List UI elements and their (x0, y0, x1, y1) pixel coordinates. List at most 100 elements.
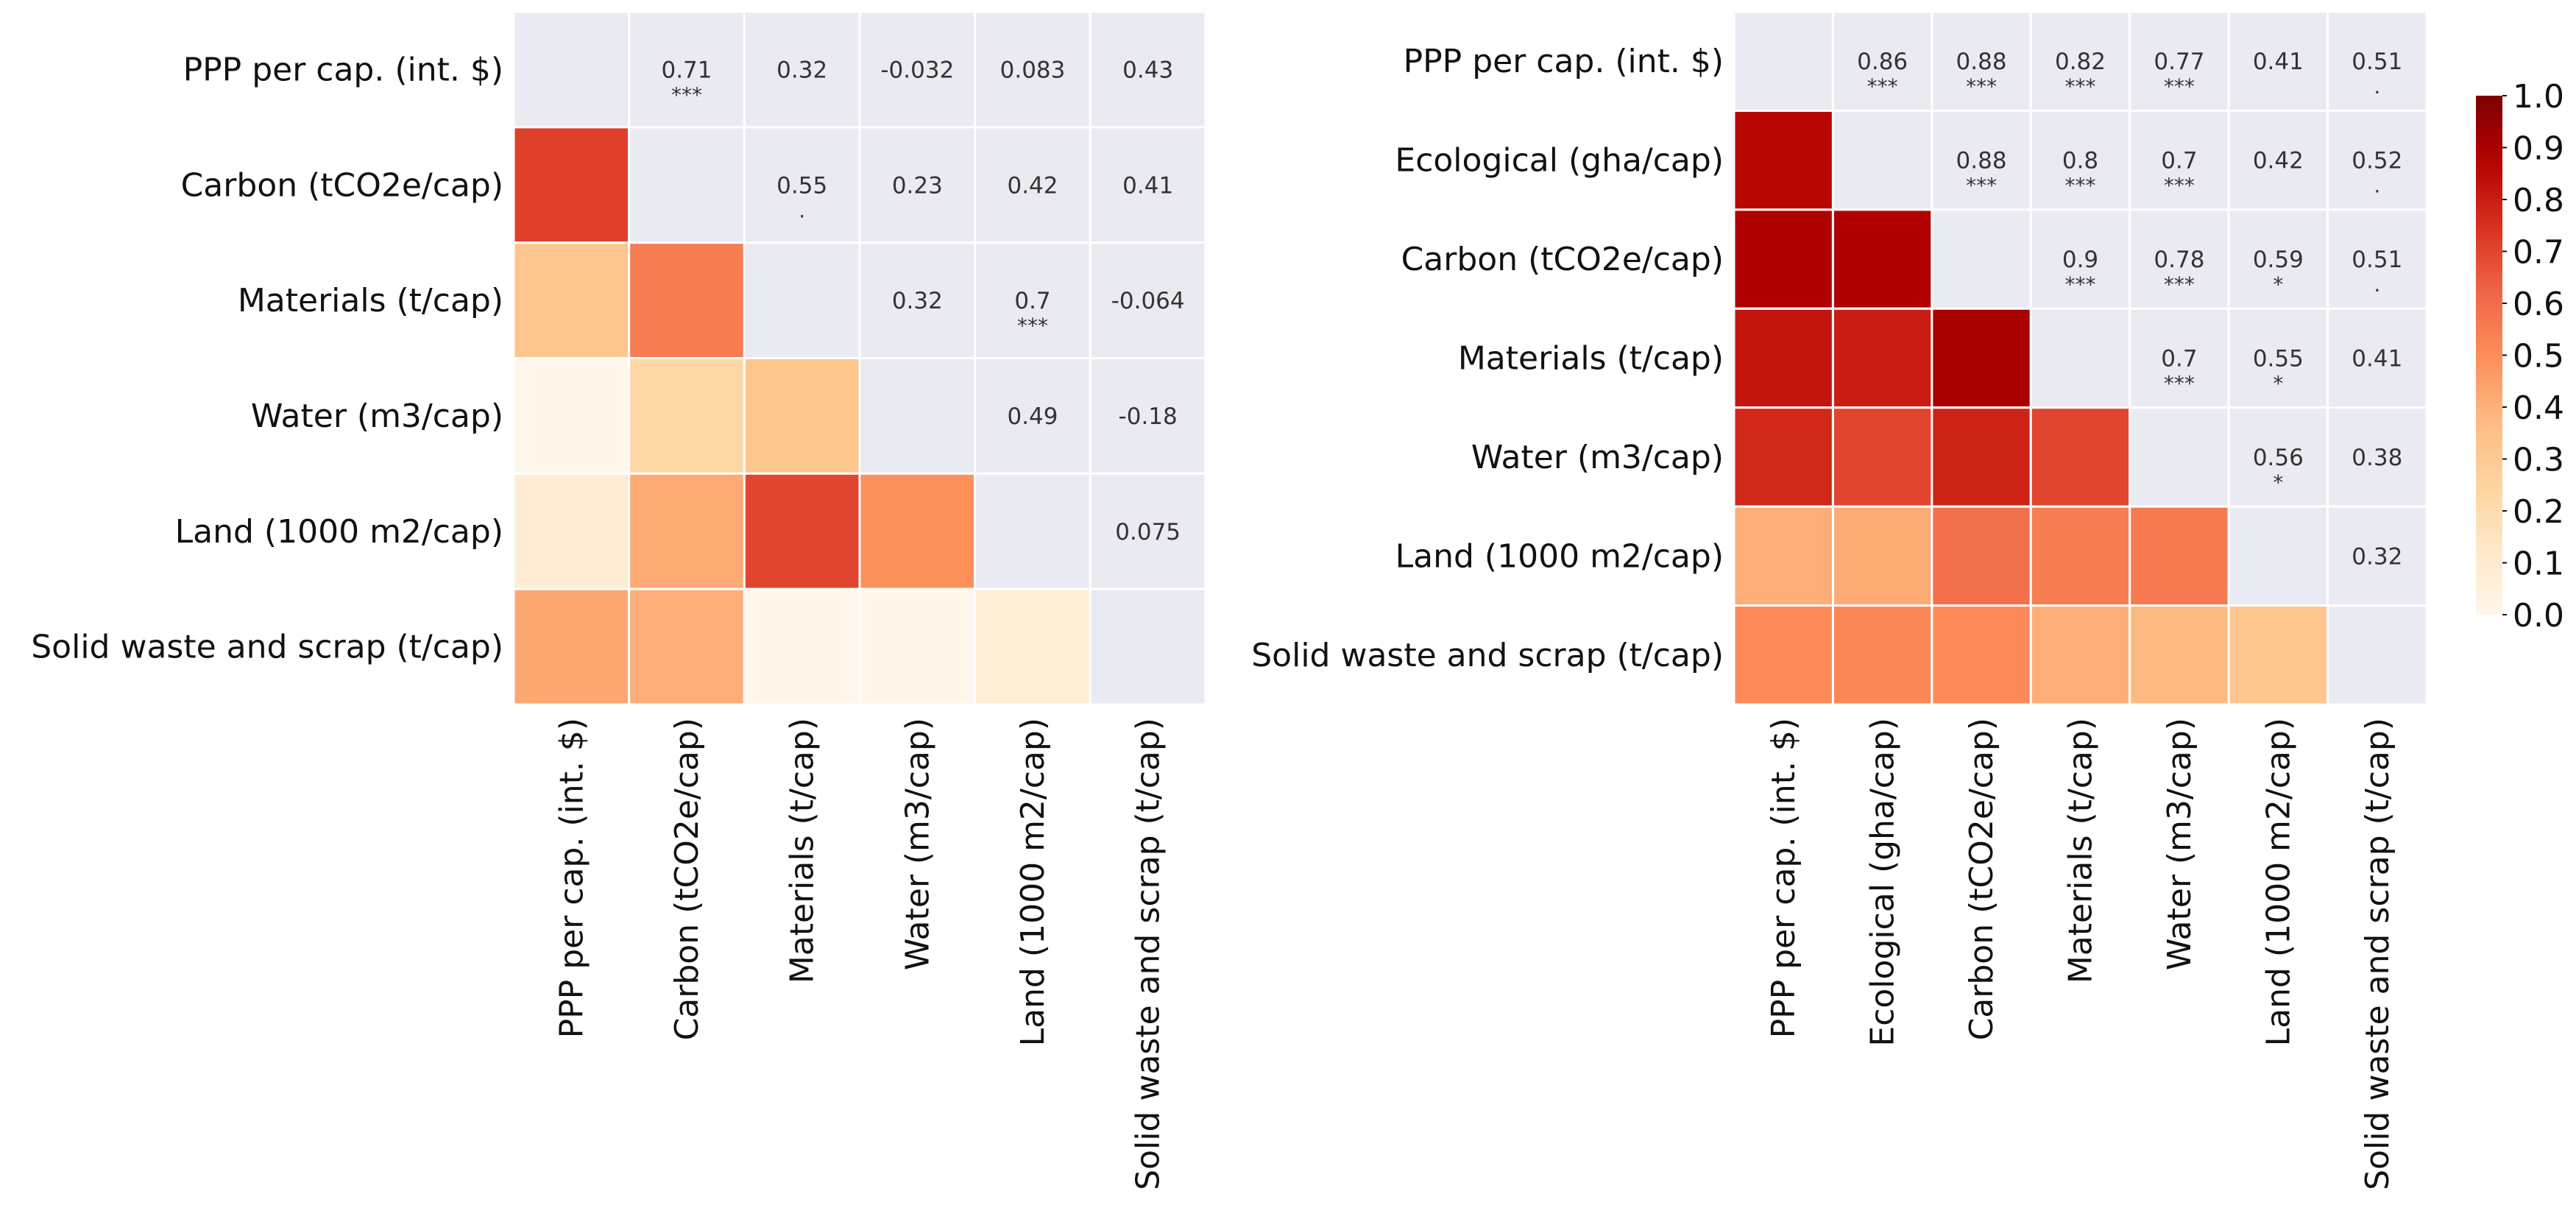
heatmap-cell (858, 472, 977, 590)
heatmap-cell (1831, 109, 1933, 211)
significance-marker: *** (2065, 272, 2096, 297)
heatmap-cell (2326, 109, 2428, 211)
heatmap-cell (1089, 357, 1207, 475)
heatmap-cell (743, 472, 861, 590)
colorbar-tick-label: 0.1 (2513, 545, 2564, 583)
cell-value-label: 0.51 (2352, 247, 2402, 273)
heatmap-cell (1733, 109, 1834, 211)
heatmap-cell (743, 241, 861, 359)
significance-marker: *** (1966, 74, 1997, 99)
significance-marker: * (2273, 372, 2283, 396)
heatmap-cell (2029, 505, 2131, 607)
heatmap-cell (628, 472, 746, 590)
colorbar-tick-label: 0.4 (2513, 389, 2564, 427)
cell-value-label: 0.49 (1007, 403, 1058, 430)
significance-marker: . (799, 198, 805, 222)
heatmap-cell (628, 357, 746, 475)
heatmap-cell (1831, 10, 1933, 112)
heatmap-cell (1831, 505, 1933, 607)
cell-value-label: 0.8 (2062, 148, 2098, 174)
heatmap-cell (512, 472, 631, 590)
colorbar-tick-label: 0.3 (2513, 442, 2564, 479)
x-tick-label: Solid waste and scrap (t/cap) (2359, 718, 2396, 1190)
y-tick-label: Water (m3/cap) (1471, 439, 1724, 476)
heatmap-cell (2227, 208, 2329, 310)
cell-value-label: 0.42 (1007, 172, 1058, 199)
cell-value-label: 0.7 (1014, 288, 1050, 314)
heatmap-cell (512, 126, 631, 244)
cell-value-label: 0.82 (2055, 49, 2106, 75)
significance-marker: . (2374, 174, 2380, 198)
heatmap-cell (2326, 604, 2428, 706)
cell-value-label: 0.32 (892, 288, 943, 314)
significance-marker: * (2273, 272, 2283, 297)
heatmap-cell (1089, 587, 1207, 706)
heatmap-cell (1733, 406, 1834, 508)
heatmap-cell (2129, 307, 2230, 409)
cell-value-label: 0.7 (2161, 148, 2197, 174)
significance-marker: *** (671, 82, 702, 107)
heatmap-cell (1931, 307, 2032, 409)
heatmap-cell (974, 126, 1091, 244)
heatmap-cell (512, 587, 631, 706)
cell-value-label: 0.38 (2352, 445, 2402, 471)
heatmap-cell (512, 357, 631, 475)
y-tick-label: PPP per cap. (int. $) (183, 51, 503, 88)
x-tick-label: Water (m3/cap) (899, 718, 936, 970)
y-tick-label: Land (1000 m2/cap) (175, 513, 503, 551)
heatmap-cell (1733, 604, 1834, 706)
heatmap-cell (2227, 604, 2329, 706)
significance-marker: *** (1867, 74, 1898, 99)
heatmap-cell (628, 10, 746, 129)
cell-value-label: 0.41 (1122, 172, 1173, 199)
cell-value-label: -0.032 (880, 57, 954, 83)
significance-marker: * (2273, 470, 2283, 495)
heatmap-cell (2129, 406, 2230, 508)
heatmap-cell (2227, 10, 2329, 112)
significance-marker: *** (1966, 174, 1997, 198)
significance-marker: *** (2164, 74, 2195, 99)
heatmap-cell (2029, 208, 2131, 310)
cell-value-label: 0.77 (2154, 49, 2204, 75)
x-tick-label: Carbon (tCO2e/cap) (1963, 718, 2000, 1040)
heatmap-cell (1931, 505, 2032, 607)
heatmap-cell (858, 10, 977, 129)
y-tick-label: Carbon (tCO2e/cap) (181, 166, 503, 204)
colorbar-tick-label: 0.0 (2513, 597, 2564, 635)
heatmap-cell (512, 10, 631, 129)
x-tick-label: Materials (t/cap) (784, 718, 821, 983)
colorbar-tick-label: 0.6 (2513, 286, 2564, 323)
heatmap-cell (858, 357, 977, 475)
cell-value-label: 0.88 (1956, 148, 2007, 174)
heatmap-cell (1931, 208, 2032, 310)
heatmap-cell (1831, 307, 1933, 409)
heatmap-cell (1733, 208, 1834, 310)
y-tick-label: Ecological (gha/cap) (1395, 142, 1724, 180)
colorbar-tick-label: 0.7 (2513, 234, 2564, 272)
heatmap-cell (628, 126, 746, 244)
cell-value-label: 0.32 (2352, 543, 2402, 570)
x-tick-label: Materials (t/cap) (2062, 718, 2100, 983)
y-tick-label: PPP per cap. (int. $) (1404, 43, 1724, 80)
significance-marker: . (2374, 74, 2380, 99)
heatmap-cell (628, 587, 746, 706)
heatmap-cell (2326, 208, 2428, 310)
heatmap-cell (743, 10, 861, 129)
colorbar-gradient (2476, 96, 2502, 615)
cell-value-label: -0.18 (1119, 403, 1178, 430)
heatmap-cell (2029, 604, 2131, 706)
cell-value-label: 0.86 (1857, 49, 1908, 75)
heatmap-cell (1733, 307, 1834, 409)
y-tick-label: Carbon (tCO2e/cap) (1401, 241, 1724, 278)
x-tick-label: Solid waste and scrap (t/cap) (1130, 718, 1167, 1190)
cell-value-label: 0.88 (1956, 49, 2007, 75)
y-tick-label: Solid waste and scrap (t/cap) (1251, 637, 1724, 674)
cell-value-label: 0.41 (2352, 346, 2402, 372)
y-tick-label: Materials (t/cap) (238, 282, 503, 319)
x-tick-label: Land (1000 m2/cap) (1014, 718, 1052, 1046)
x-tick-label: Land (1000 m2/cap) (2260, 718, 2297, 1046)
heatmap-cell (1831, 406, 1933, 508)
heatmap-cell (1831, 604, 1933, 706)
heatmap-cell (2326, 307, 2428, 409)
